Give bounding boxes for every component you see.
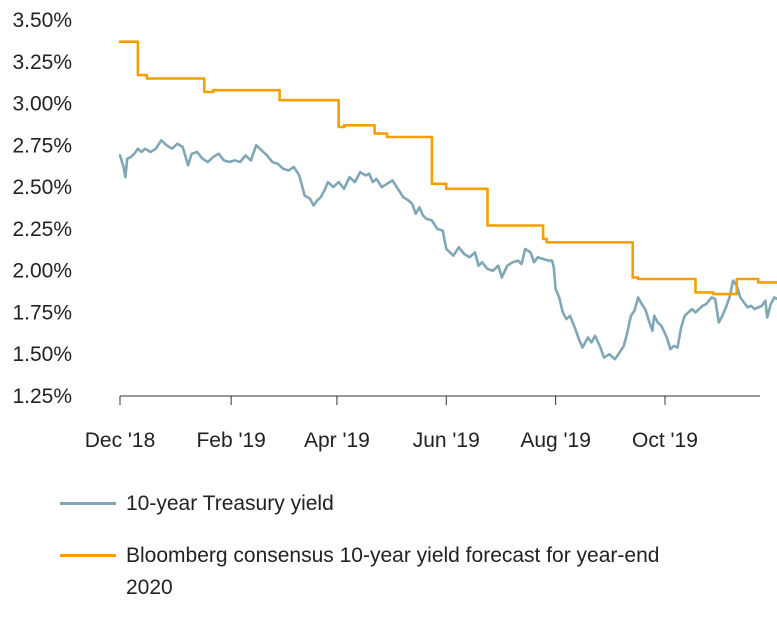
x-tick-label: Oct '19 — [632, 429, 698, 452]
x-tick-label: Aug '19 — [520, 429, 591, 452]
y-tick-label: 3.25% — [12, 51, 72, 74]
legend-label-forecast: Bloomberg consensus 10-year yield foreca… — [126, 544, 660, 599]
x-tick-label: Jun '19 — [413, 429, 480, 452]
y-tick-label: 3.50% — [12, 9, 72, 32]
y-tick-label: 3.00% — [12, 93, 72, 116]
y-tick-label: 2.75% — [12, 134, 72, 157]
y-tick-label: 1.25% — [12, 385, 72, 408]
x-tick-label: Apr '19 — [304, 429, 370, 452]
line-chart: 1.25% 1.50% 1.75% 2.00% 2.25% 2.50% 2.75% 3.00%… — [12, 9, 777, 452]
x-axis: Dec '18 Feb '19 Apr '19 Jun '19 Aug '19 Oct '… — [85, 395, 760, 452]
y-tick-label: 1.50% — [12, 343, 72, 366]
legend-swatch-treasury — [60, 502, 116, 505]
legend: 10-year Treasury yield Bloomberg consens… — [60, 488, 760, 624]
legend-swatch-forecast — [60, 554, 116, 557]
y-tick-label: 2.25% — [12, 218, 72, 241]
legend-item-treasury: 10-year Treasury yield — [60, 488, 760, 520]
series-layer — [118, 40, 777, 361]
treasury-yield-line — [118, 139, 777, 361]
y-axis: 1.25% 1.50% 1.75% 2.00% 2.25% 2.50% 2.75% 3.00%… — [12, 9, 72, 408]
x-tick-label: Feb '19 — [196, 429, 265, 452]
x-tick-label: Dec '18 — [85, 429, 156, 452]
y-tick-label: 2.50% — [12, 176, 72, 199]
y-tick-label: 1.75% — [12, 301, 72, 324]
legend-item-forecast: Bloomberg consensus 10-year yield foreca… — [60, 540, 760, 604]
y-tick-label: 2.00% — [12, 260, 72, 283]
legend-label-treasury: 10-year Treasury yield — [126, 492, 334, 515]
forecast-step-line — [118, 40, 777, 296]
